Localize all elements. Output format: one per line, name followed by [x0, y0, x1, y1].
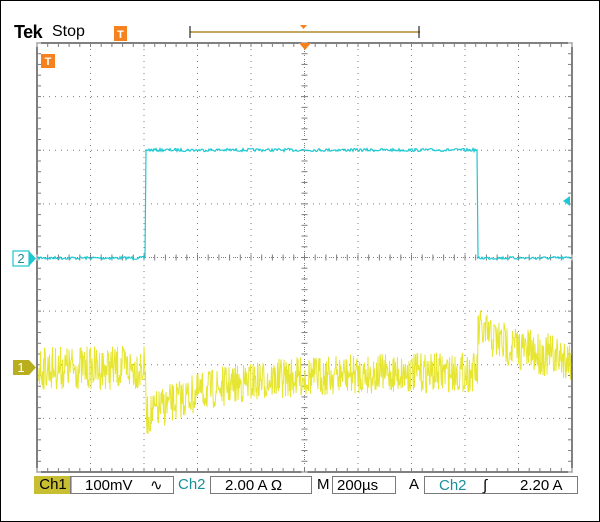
readout-bar: Ch1 100mV ∿ Ch2 2.00 A Ω M 200µs A Ch2 ∫… [34, 476, 579, 496]
ch2-scale-box: 2.00 A Ω [210, 476, 312, 494]
ch2-waveform [37, 146, 572, 262]
trigger-icon [41, 54, 55, 68]
trigger-icon-letter: T [45, 56, 52, 68]
ch1-scale-box: 100mV ∿ [70, 476, 174, 494]
timebase-value: 200µs [337, 477, 379, 494]
trigger-level: 2.20 A [520, 477, 563, 494]
record-trigger-caret [300, 25, 307, 29]
ch1-scale: 100mV [85, 477, 133, 494]
ch2-scale: 2.00 A Ω [225, 477, 283, 494]
ch1-label: Ch1 [34, 476, 72, 494]
ch1-ground-marker: 1 [13, 360, 36, 375]
trigger-label: A [409, 476, 420, 493]
trigger-position-letter: T [117, 29, 124, 41]
record-position-bar: T [114, 25, 420, 41]
ch2-ground-marker: 2 [12, 250, 36, 267]
trigger-source: Ch2 [439, 477, 467, 494]
trigger-level-icon [563, 196, 570, 206]
brand-logo: Tek [14, 22, 43, 42]
acquisition-state: Stop [52, 23, 85, 40]
trigger-point-icon [299, 43, 311, 50]
ch2-label: Ch2 [178, 476, 206, 493]
trigger-box: Ch2 ∫ 2.20 A [424, 476, 578, 494]
ch1-coupling-icon: ∿ [150, 477, 163, 494]
ch1-marker-label: 1 [17, 360, 24, 375]
timebase-box: 200µs [332, 476, 396, 494]
timebase-label: M [317, 476, 330, 493]
trigger-position-icon [114, 26, 127, 41]
trigger-slope-icon: ∫ [483, 477, 488, 494]
graticule-grid [36, 42, 573, 473]
ch1-waveform [37, 310, 572, 434]
ch2-marker-label: 2 [17, 251, 24, 266]
